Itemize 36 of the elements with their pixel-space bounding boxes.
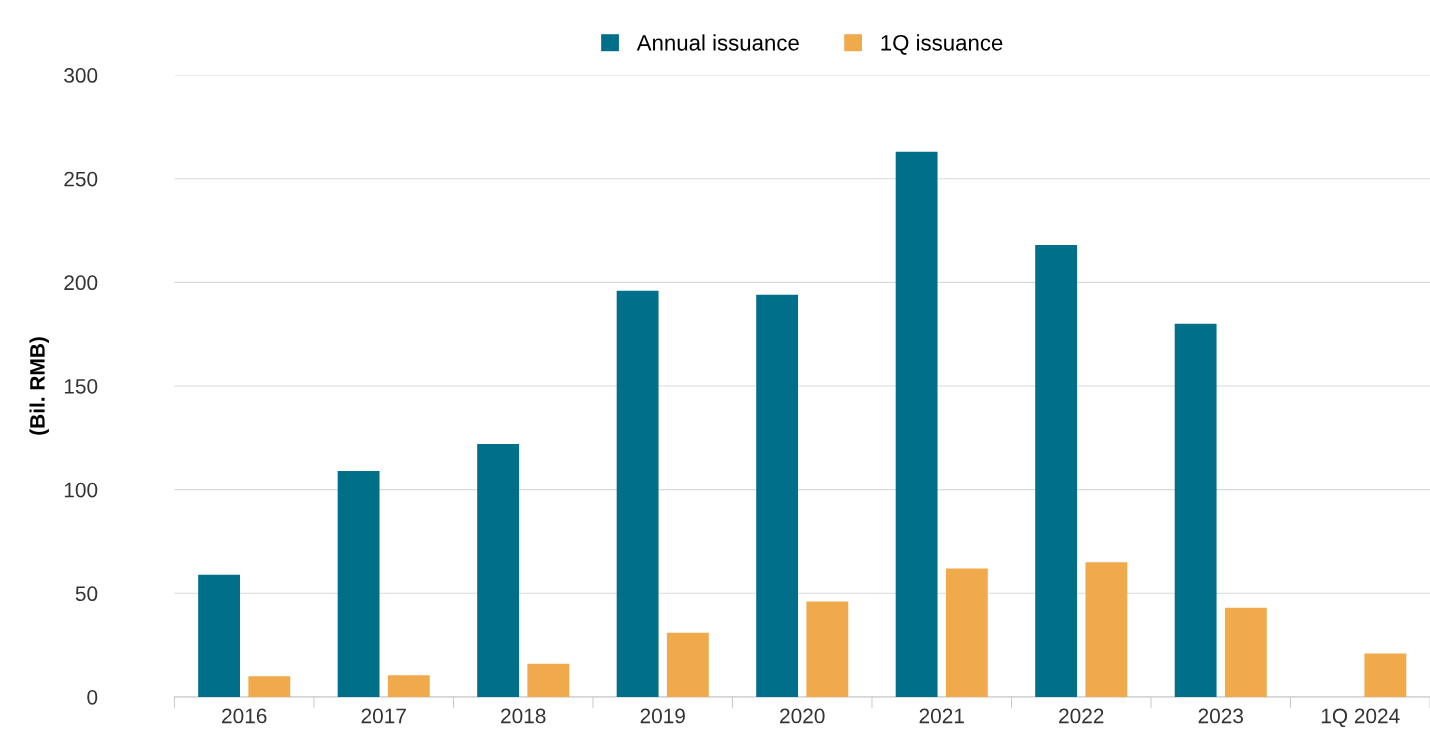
x-tick-label: 2020 [780,708,825,724]
bar [666,632,709,697]
x-tick-label: 2018 [501,708,546,724]
bar [477,444,520,697]
bar [337,470,380,697]
x-tick-label: 2023 [1198,708,1243,724]
bar [806,601,849,697]
y-tick-label: 100 [64,482,98,498]
legend-label: 1Q issuance [881,34,1003,55]
bar [198,574,241,697]
y-tick-label: 0 [87,689,98,705]
bar [1224,607,1267,697]
x-tick-label: 2019 [640,708,685,724]
bar [1035,245,1078,697]
y-tick-label: 150 [64,378,98,394]
bar [1364,653,1407,697]
y-tick-label: 50 [75,586,98,602]
bar [895,151,938,697]
bar [1174,323,1217,697]
x-tick-label: 2022 [1059,708,1104,724]
bar [756,294,799,697]
y-tick-label: 200 [64,275,98,291]
x-tick-label: 2021 [919,708,964,724]
y-tick-label: 300 [64,68,98,83]
x-tick-label: 1Q 2024 [1321,708,1400,728]
legend-label: Annual issuance [636,34,799,51]
bar [387,675,430,697]
y-axis-title: (Bil. RMB) [29,337,49,435]
x-tick-label: 2016 [222,708,267,724]
x-tick-label: 2017 [361,708,406,724]
bar [248,676,291,697]
y-tick-label: 250 [64,171,98,187]
bar [1085,562,1128,697]
bar [616,290,659,697]
bar [527,663,570,697]
bar [945,568,988,697]
